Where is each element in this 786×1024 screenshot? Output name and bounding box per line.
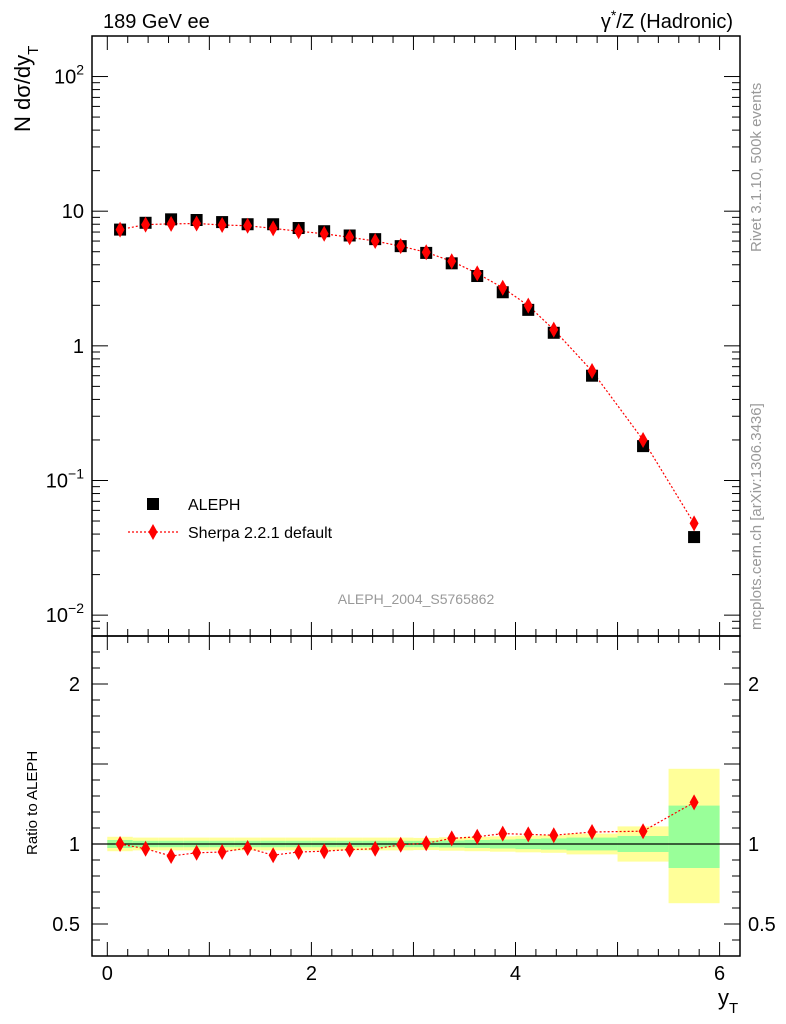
sherpa-ratio-point [345, 841, 355, 858]
sherpa-main-point [268, 220, 278, 237]
sherpa-ratio-point [268, 847, 278, 864]
legend-sherpa-marker [148, 524, 158, 540]
sherpa-ratio-point [243, 840, 253, 856]
sherpa-ratio-point [421, 835, 431, 852]
main-y-tick-label: 102 [54, 62, 84, 89]
ratio-y-tick-label-right: 0.5 [748, 914, 776, 936]
legend-sherpa-label: Sherpa 2.2.1 default [188, 525, 333, 542]
sherpa-ratio-point [370, 840, 380, 857]
plot-frames [91, 35, 741, 957]
rivet-version-text: Rivet 3.1.10, 500k events [748, 83, 765, 252]
main-y-tick-label: 10 [62, 201, 84, 223]
sherpa-ratio-point [523, 826, 533, 843]
sherpa-main-point [370, 233, 380, 250]
sherpa-ratio-point [166, 848, 176, 864]
x-tick-label: 2 [306, 963, 317, 985]
x-tick-label: 4 [510, 963, 521, 985]
band-inner-bin [668, 805, 720, 868]
sherpa-ratio-point [447, 830, 457, 847]
analysis-watermark: ALEPH_2004_S5765862 [338, 591, 495, 607]
x-axis-title: yT [718, 985, 738, 1017]
axis-labels: 0 2 4 6 10−2 10−1 1 10 102 0.5 0.5 1 1 2 2 N dσ/dyT Rati… [10, 46, 776, 1017]
sherpa-main-point [421, 244, 431, 261]
sherpa-main-point [587, 363, 597, 380]
sherpa-main-point [472, 265, 482, 282]
sherpa-ratio-point [115, 836, 125, 852]
main-y-tick-label: 10−1 [46, 465, 84, 492]
sherpa-main-point [115, 221, 125, 238]
main-y-tick-label: 1 [73, 336, 84, 358]
aleph-data-point [688, 531, 701, 544]
axis-ticks [92, 35, 740, 956]
sherpa-main-point [166, 215, 176, 232]
data-markers [114, 213, 701, 864]
ratio-y-axis-title: Ratio to ALEPH [24, 751, 41, 855]
ratio-plot-frame [91, 635, 741, 957]
sherpa-ratio-point [141, 840, 151, 857]
sherpa-main-point [141, 216, 151, 233]
sherpa-main-point [689, 515, 699, 532]
header-left-title: 189 GeV ee [103, 11, 210, 33]
sherpa-ratio-point [319, 843, 329, 860]
sherpa-ratio-point [689, 794, 699, 811]
sherpa-ratio-point [587, 824, 597, 840]
ratio-y-tick-label-right: 1 [748, 834, 759, 856]
sherpa-ratio-point [638, 823, 648, 840]
x-tick-label: 0 [102, 963, 113, 985]
sherpa-main-line [119, 222, 695, 524]
sherpa-ratio-point [396, 836, 406, 853]
sherpa-main-point [345, 229, 355, 246]
sherpa-main-point [396, 238, 406, 255]
sherpa-main-point [217, 216, 227, 233]
sherpa-main-point [319, 225, 329, 242]
sherpa-ratio-point [217, 844, 227, 860]
header-right-title: γ*/Z (Hadronic) [601, 7, 733, 33]
sherpa-ratio-line [119, 801, 695, 857]
ratio-y-tick-label: 2 [69, 674, 80, 696]
ratio-y-tick-label: 0.5 [52, 914, 80, 936]
ratio-y-tick-label: 1 [69, 834, 80, 856]
main-plot-frame [91, 35, 741, 637]
x-tick-label: 6 [714, 963, 725, 985]
sherpa-ratio-point [294, 844, 304, 860]
main-y-axis-title: N dσ/dyT [10, 46, 42, 132]
sherpa-main-point [549, 321, 559, 338]
sherpa-main-point [523, 297, 533, 314]
sherpa-main-point [294, 223, 304, 240]
ratio-uncertainty-bands [107, 768, 720, 904]
mcplots-reference-text: mcplots.cern.ch [arXiv:1306.3436] [748, 403, 765, 630]
sherpa-ratio-point [192, 844, 202, 861]
sherpa-main-point [498, 279, 508, 296]
legend-aleph-label: ALEPH [188, 497, 240, 514]
legend-aleph-marker [147, 498, 159, 510]
sherpa-ratio-point [472, 828, 482, 845]
ratio-y-tick-label-right: 2 [748, 674, 759, 696]
main-y-tick-label: 10−2 [46, 600, 84, 627]
legend: ALEPH Sherpa 2.2.1 default [128, 497, 333, 542]
sherpa-main-point [243, 217, 253, 234]
sherpa-main-point [447, 253, 457, 270]
sherpa-ratio-point [549, 827, 559, 844]
sherpa-ratio-point [498, 825, 508, 842]
sherpa-main-point [638, 431, 648, 448]
sherpa-main-point [192, 215, 202, 232]
